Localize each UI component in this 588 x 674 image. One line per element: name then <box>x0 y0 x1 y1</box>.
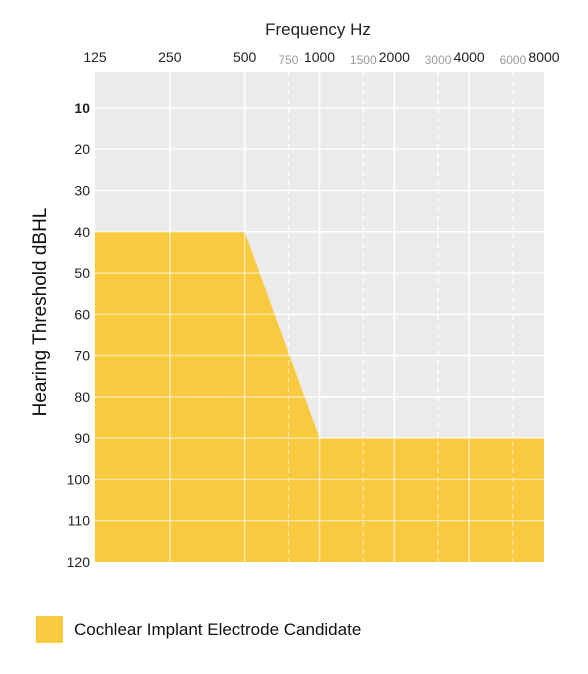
x-minor-tick-label: 6000 <box>500 53 527 67</box>
legend-label: Cochlear Implant Electrode Candidate <box>74 619 362 639</box>
x-minor-tick-label: 1500 <box>350 53 377 67</box>
y-tick-label: 50 <box>74 265 90 281</box>
x-tick-label: 4000 <box>454 49 485 65</box>
y-tick-label: 20 <box>74 141 90 157</box>
x-tick-label: 500 <box>233 49 257 65</box>
y-axis-title: Hearing Threshold dBHL <box>30 208 51 417</box>
y-tick-label: 60 <box>74 306 90 322</box>
x-tick-label: 8000 <box>528 49 559 65</box>
y-tick-label: 70 <box>74 348 90 364</box>
audiogram-chart: Frequency Hz Hearing Threshold dBHL 125 2… <box>30 20 560 570</box>
y-tick-label: 10 <box>74 100 90 116</box>
x-tick-label: 125 <box>83 49 107 65</box>
legend-swatch <box>36 616 63 643</box>
x-tick-label: 250 <box>158 49 182 65</box>
x-axis-title: Frequency Hz <box>265 20 371 39</box>
y-tick-label: 40 <box>74 224 90 240</box>
y-tick-label: 120 <box>67 554 91 570</box>
legend: Cochlear Implant Electrode Candidate <box>36 616 361 643</box>
y-tick-label: 90 <box>74 430 90 446</box>
y-tick-label: 110 <box>68 513 91 529</box>
y-tick-labels: 10 20 30 40 50 60 70 80 90 100 110 120 <box>67 100 91 570</box>
y-tick-label: 80 <box>74 389 90 405</box>
x-tick-label: 1000 <box>304 49 335 65</box>
y-tick-label: 30 <box>74 182 90 198</box>
x-minor-tick-label: 3000 <box>425 53 452 67</box>
x-tick-labels: 125 250 500 1000 2000 4000 8000 750 1500 3000 6000 <box>83 49 559 67</box>
x-tick-label: 2000 <box>379 49 410 65</box>
x-minor-tick-label: 750 <box>278 53 298 67</box>
y-tick-label: 100 <box>67 471 91 487</box>
